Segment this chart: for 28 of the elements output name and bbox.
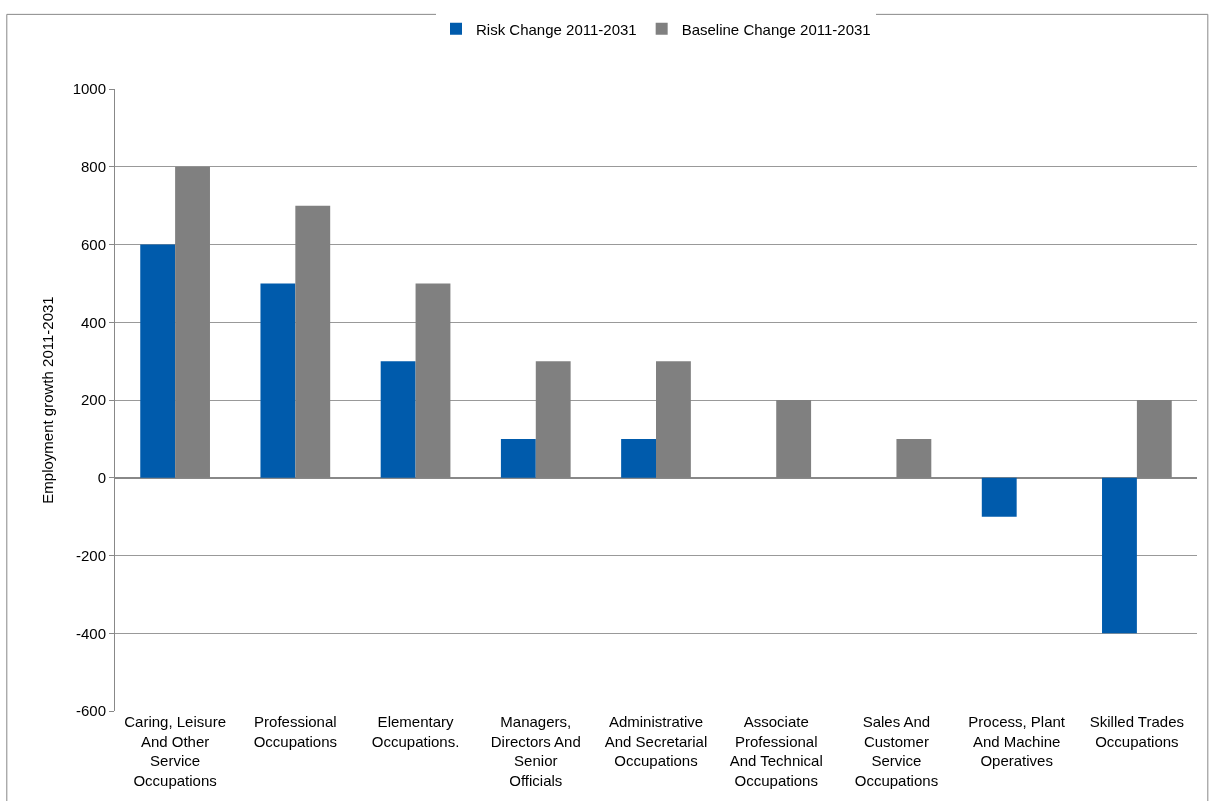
legend-label: Risk Change 2011-2031 [476,20,637,38]
x-tick-label: Managers, Directors And Senior Officials [490,713,581,789]
x-tick-label: Process, Plant And Machine Operatives [968,713,1066,769]
y-tick-label: -200 [75,546,106,564]
bar [260,283,296,478]
y-tick-label: 200 [80,391,106,409]
bar [981,477,1017,517]
x-tick-label: Sales And Customer Service Occupations [854,713,939,789]
y-tick-label: -400 [75,624,106,642]
bar [621,438,656,478]
bar [1102,477,1137,634]
bar [500,438,536,478]
y-tick-label: -600 [75,702,106,720]
y-tick-label: 0 [97,469,106,486]
x-tick-label: Caring, Leisure And Other Service Occupations [124,713,226,789]
legend-label: Baseline Change 2011-2031 [681,20,871,38]
x-tick-label: Professional Occupations [253,713,338,750]
x-tick-label: Associate Professional And Technical Occupations [729,713,823,789]
y-axis-title: Employment growth 2011-2031 [38,296,56,504]
x-tick-label: Skilled Trades Occupations [1089,713,1184,750]
x-tick-label: Elementary Occupations. [371,713,460,750]
y-tick-label: 800 [80,158,106,175]
bar [380,361,416,478]
x-tick-label: Administrative And Secretarial Occupations [604,713,708,769]
y-tick-label: 1000 [72,80,106,98]
bar [140,244,176,478]
y-tick-label: 400 [80,313,106,331]
y-tick-label: 600 [80,235,106,253]
